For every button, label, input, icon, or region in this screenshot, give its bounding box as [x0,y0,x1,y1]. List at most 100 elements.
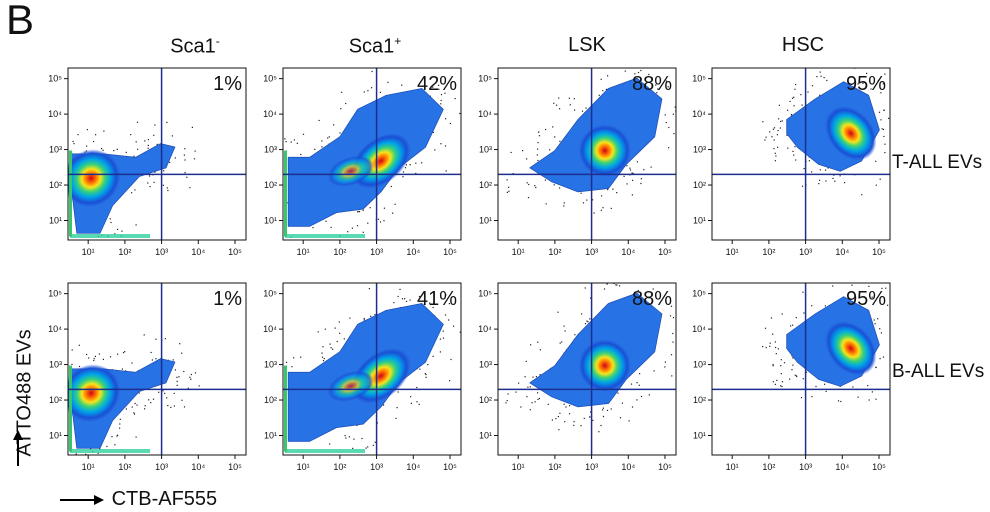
event-dot [440,103,442,105]
column-title-hsc: HSC [718,34,888,57]
event-dot [553,184,555,186]
event-dot [844,182,846,184]
event-dot [65,397,66,398]
event-dot [789,100,791,102]
event-dot [605,88,607,90]
event-dot [149,175,151,177]
event-dot [559,187,561,189]
event-dot [554,136,556,138]
y-tick-label: 10³ [49,145,62,155]
event-dot [801,185,804,187]
event-dot [793,96,795,98]
event-dot [868,285,870,287]
event-dot [383,220,385,222]
event-dot [393,302,395,304]
event-dot [114,444,116,446]
event-dot [190,378,192,380]
event-dot [771,136,773,138]
event-dot [664,361,666,363]
event-dot [527,197,530,199]
event-dot [113,150,115,152]
event-dot [387,81,389,83]
x-tick-label: 10³ [585,462,598,472]
event-dot [115,458,116,459]
event-dot [640,69,642,72]
x-tick-label: 10⁴ [621,247,635,257]
event-dot [773,127,776,129]
event-dot [626,183,628,185]
event-dot [834,180,836,182]
event-dot [631,172,633,174]
column-title-sca1-neg: Sca1- [110,34,280,59]
column-title-sca1-pos: Sca1+ [290,34,460,59]
event-dot [379,91,381,93]
y-tick-label: 10² [479,395,492,405]
event-dot [336,340,338,343]
event-dot [827,276,828,277]
event-dot [144,140,146,142]
density-hotspot [327,370,374,402]
event-dot [598,94,600,96]
axis-pileup [284,150,287,237]
column-title-sup: - [215,34,220,48]
quadrant-percent: 1% [213,73,242,95]
event-dot [590,411,592,413]
event-dot [134,189,136,191]
event-dot [851,284,853,286]
event-dot [181,352,183,354]
event-dot [877,79,879,82]
event-dot [819,169,821,171]
y-tick-label: 10² [49,180,62,190]
event-dot [882,356,885,358]
event-dot [379,221,382,223]
event-dot [787,147,789,149]
event-dot [106,445,108,448]
event-dot [291,366,293,368]
event-dot [351,227,353,229]
event-dot [668,147,670,149]
y-tick-label: 10¹ [49,430,62,440]
event-dot [580,192,582,194]
event-dot [626,165,628,167]
event-dot [772,365,774,367]
event-dot [862,82,864,84]
event-dot [665,300,667,302]
event-dot [586,320,588,322]
event-dot [445,170,447,172]
y-tick-label: 10³ [479,145,492,155]
x-tick-label: 10⁵ [228,462,242,472]
event-dot [424,373,426,375]
x-tick-label: 10² [333,462,346,472]
event-dot [329,443,331,445]
event-dot [409,164,411,166]
event-dot [764,139,766,141]
event-dot [525,360,527,362]
event-dot [882,83,884,85]
event-dot [176,380,178,382]
event-dot [147,144,149,146]
event-dot [672,332,674,335]
event-dot [672,113,674,115]
event-dot [170,406,172,408]
event-dot [65,436,66,437]
event-dot [529,409,531,411]
event-dot [181,399,183,401]
event-dot [72,140,74,143]
event-dot [880,332,882,334]
event-dot [312,243,313,244]
event-dot [801,104,803,106]
event-dot [558,429,560,431]
event-dot [875,184,877,186]
y-axis-label: ATTO488 EVs [8,300,36,470]
event-dot [122,352,125,354]
event-dot [539,349,541,351]
event-dot [882,128,885,131]
event-dot [568,97,570,99]
event-dot [549,149,551,151]
event-dot [119,423,121,425]
event-dot [357,211,359,213]
event-dot [163,170,165,172]
event-dot [372,444,374,446]
event-dot [526,158,528,160]
